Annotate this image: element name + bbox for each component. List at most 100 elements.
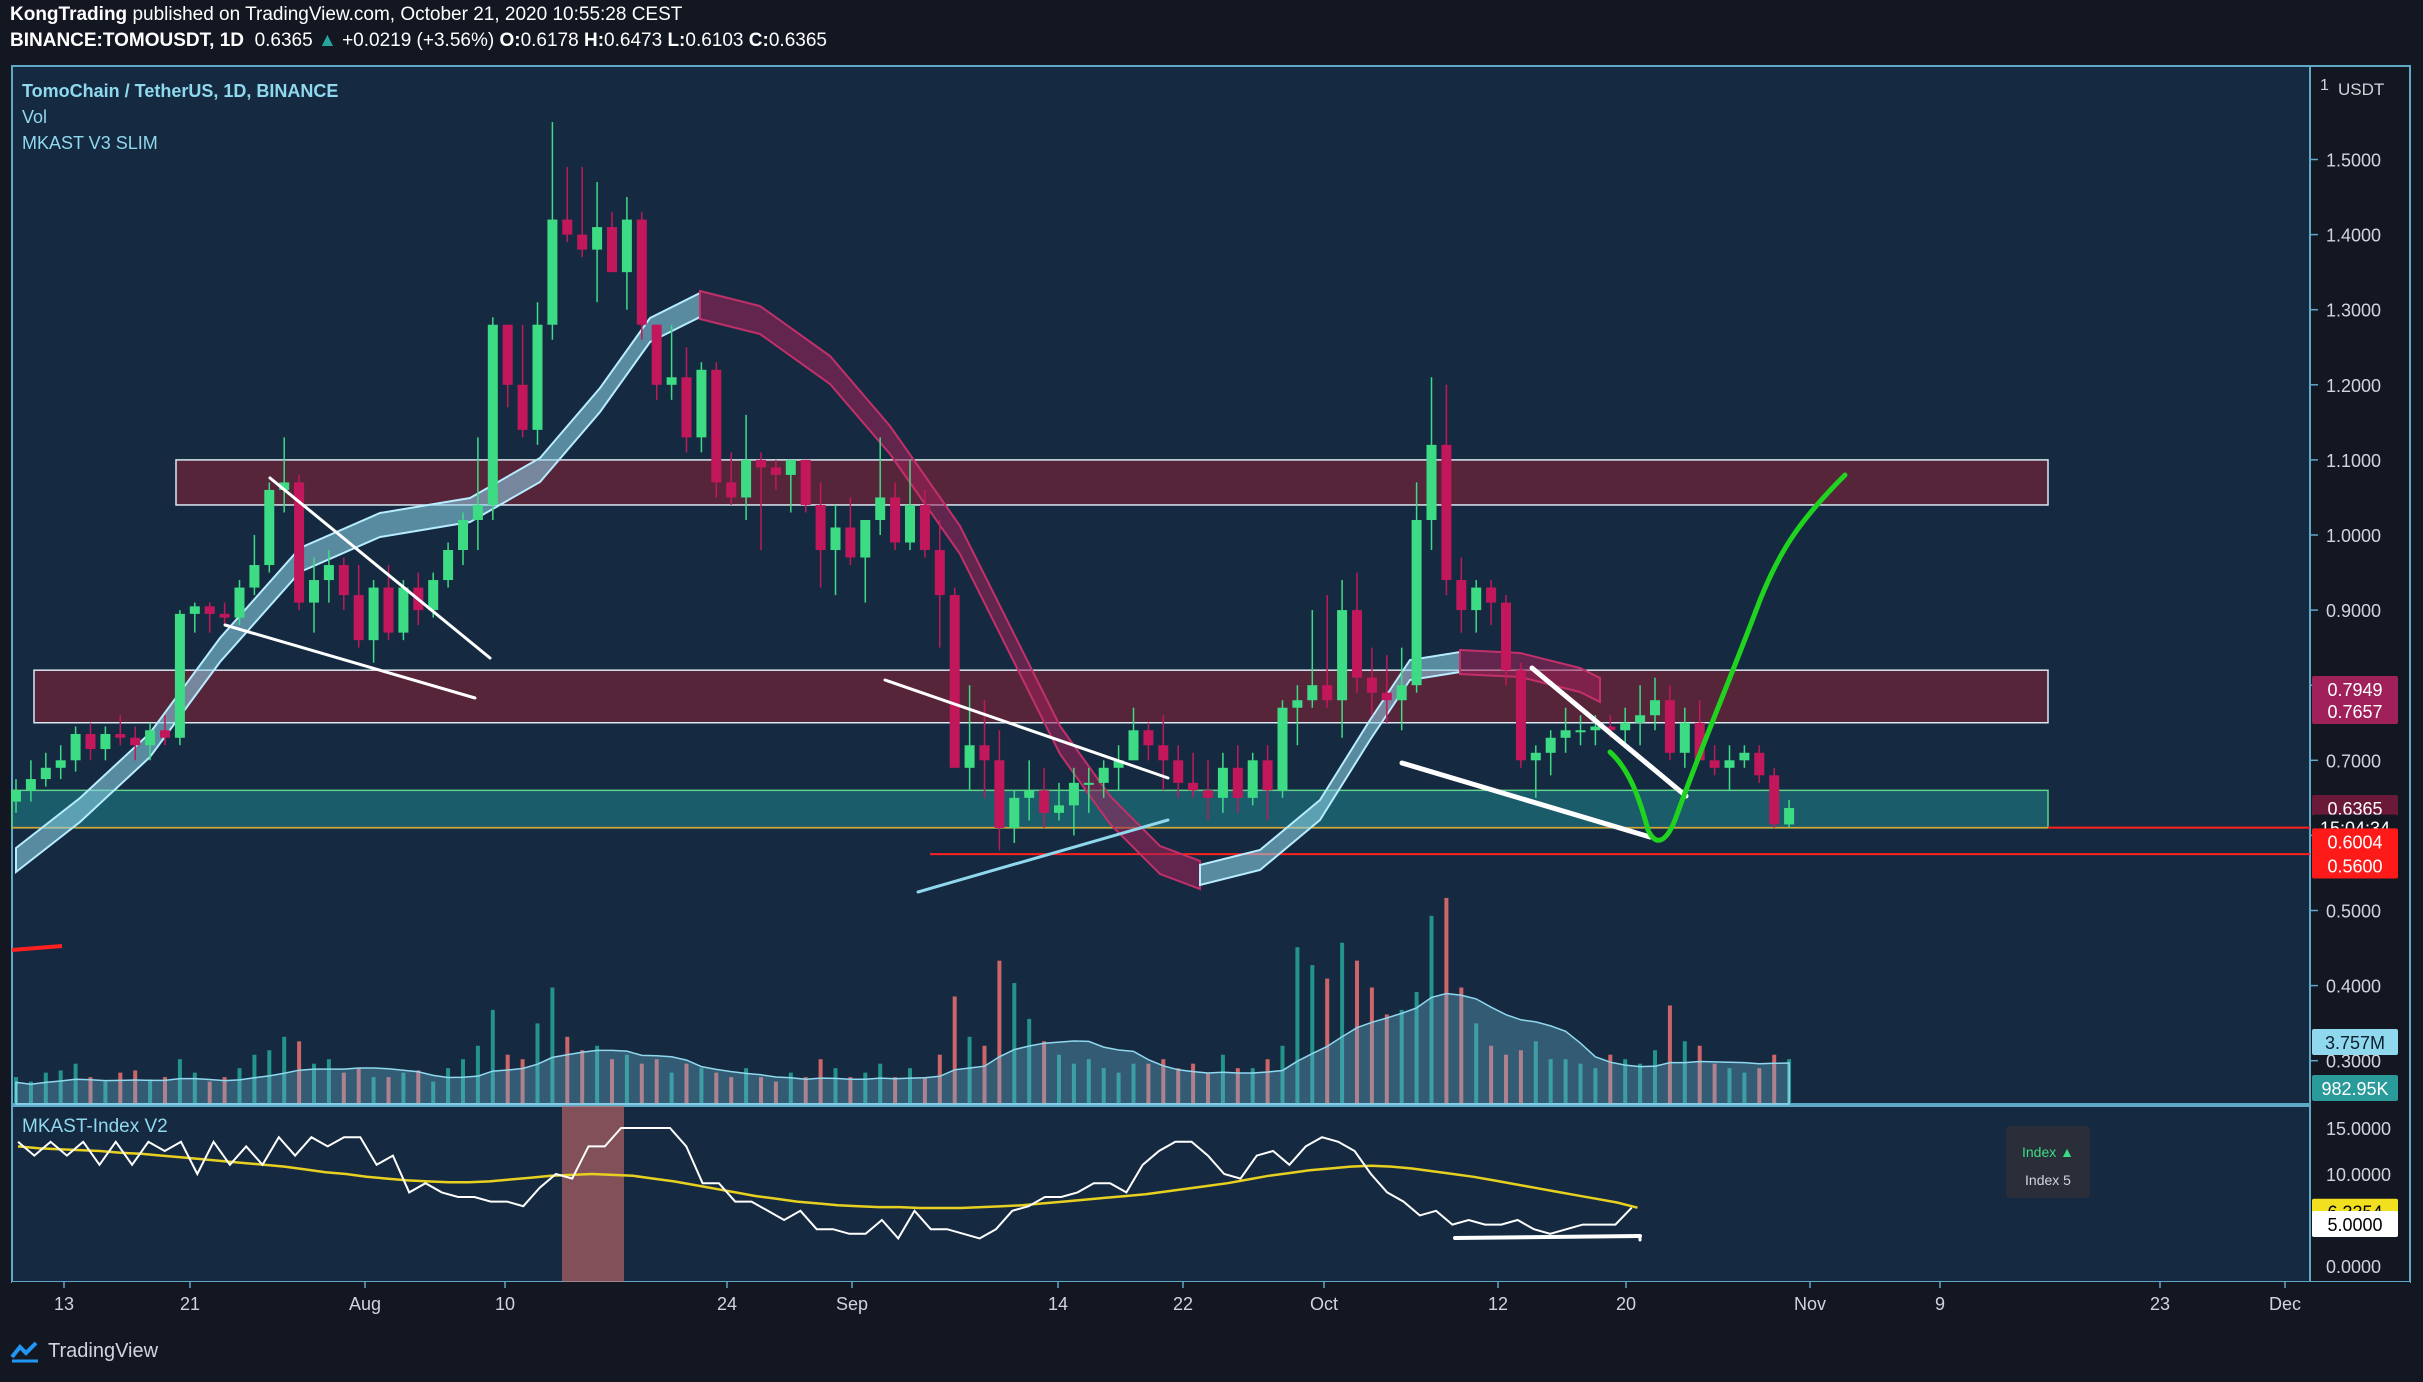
legend-indicator[interactable]: MKAST V3 SLIM xyxy=(22,133,158,153)
candle-body[interactable] xyxy=(636,219,647,325)
candle-body[interactable] xyxy=(1232,767,1243,798)
candle-body[interactable] xyxy=(1605,726,1616,731)
candle-body[interactable] xyxy=(264,489,275,566)
candle-body[interactable] xyxy=(1158,745,1169,761)
time-axis[interactable] xyxy=(12,1282,2410,1318)
candle-body[interactable] xyxy=(1262,760,1273,791)
candle-body[interactable] xyxy=(1441,444,1452,581)
label-0-7949[interactable]: 0.7949 xyxy=(2327,680,2382,700)
candle-body[interactable] xyxy=(219,613,230,618)
candle-body[interactable] xyxy=(1039,790,1050,813)
forecast-path[interactable] xyxy=(1607,472,1848,843)
candle-body[interactable] xyxy=(1769,775,1780,825)
trendline-6[interactable] xyxy=(1453,1234,1642,1240)
candle-body[interactable] xyxy=(1426,444,1437,520)
trendline-5[interactable] xyxy=(1399,760,1653,840)
candle-body[interactable] xyxy=(1456,580,1467,611)
candle-body[interactable] xyxy=(145,730,156,746)
candle-body[interactable] xyxy=(1694,722,1705,761)
candle-body[interactable] xyxy=(875,497,886,520)
candle-body[interactable] xyxy=(487,324,498,505)
candle-body[interactable] xyxy=(85,734,96,750)
candle-body[interactable] xyxy=(1277,707,1288,791)
ribbon-down-2[interactable] xyxy=(1459,648,1601,704)
candle-body[interactable] xyxy=(1173,760,1184,783)
label-0-7657[interactable]: 0.7657 xyxy=(2327,702,2382,722)
candle-body[interactable] xyxy=(919,504,930,551)
candle-body[interactable] xyxy=(160,730,170,738)
candle-body[interactable] xyxy=(1352,610,1362,678)
candle-body[interactable] xyxy=(711,369,722,483)
currency-label[interactable]: USDT xyxy=(2338,80,2384,99)
trendline-1[interactable] xyxy=(223,623,477,700)
candle-body[interactable] xyxy=(949,595,960,768)
candle-body[interactable] xyxy=(1635,715,1646,723)
candle-body[interactable] xyxy=(383,587,394,633)
candle-body[interactable] xyxy=(1471,587,1482,611)
candle-body[interactable] xyxy=(25,779,36,791)
candle-body[interactable] xyxy=(577,234,588,250)
candle-body[interactable] xyxy=(11,790,21,802)
candle-body[interactable] xyxy=(1292,700,1303,708)
candle-body[interactable] xyxy=(1664,700,1675,753)
candle-body[interactable] xyxy=(323,565,334,581)
candle-body[interactable] xyxy=(249,565,260,588)
candle-body[interactable] xyxy=(1068,782,1079,806)
candle-body[interactable] xyxy=(1411,519,1422,686)
candle-body[interactable] xyxy=(472,504,483,520)
candle-body[interactable] xyxy=(696,369,707,438)
candle-body[interactable] xyxy=(1650,700,1660,716)
candle-body[interactable] xyxy=(651,324,662,385)
candle-body[interactable] xyxy=(1143,730,1154,746)
tradingview-brand[interactable]: TradingView xyxy=(48,1340,159,1362)
candle-body[interactable] xyxy=(1530,752,1541,761)
candle-body[interactable] xyxy=(1545,737,1556,753)
candle-body[interactable] xyxy=(294,482,305,603)
candle-body[interactable] xyxy=(338,565,349,596)
candle-body[interactable] xyxy=(1501,602,1511,671)
ribbon-down-1[interactable] xyxy=(699,289,1201,891)
candle-body[interactable] xyxy=(1381,692,1392,701)
candle-body[interactable] xyxy=(70,734,81,761)
candle-body[interactable] xyxy=(1009,797,1020,828)
candle-body[interactable] xyxy=(1098,767,1109,783)
candle-body[interactable] xyxy=(1724,760,1735,768)
candle-body[interactable] xyxy=(621,219,632,273)
candle-body[interactable] xyxy=(279,482,290,490)
candle-body[interactable] xyxy=(1754,752,1765,776)
candle-body[interactable] xyxy=(1575,730,1586,733)
candle-body[interactable] xyxy=(741,459,752,498)
candle-body[interactable] xyxy=(174,613,185,738)
label-0-5600[interactable]: 0.5600 xyxy=(2327,856,2382,876)
candle-body[interactable] xyxy=(443,550,454,581)
candle-body[interactable] xyxy=(368,587,379,641)
candle-body[interactable] xyxy=(1396,685,1407,701)
candle-body[interactable] xyxy=(770,467,781,475)
trendline-3[interactable] xyxy=(916,818,1170,894)
candle-body[interactable] xyxy=(1247,760,1258,798)
candle-body[interactable] xyxy=(562,219,573,235)
candle-body[interactable] xyxy=(785,459,796,475)
candle-body[interactable] xyxy=(1784,807,1795,825)
candle-body[interactable] xyxy=(1024,790,1035,798)
candle-body[interactable] xyxy=(353,595,364,641)
candle-body[interactable] xyxy=(1366,677,1377,693)
index-badge-5[interactable]: Index 5 xyxy=(2025,1172,2071,1188)
candle-body[interactable] xyxy=(1203,790,1213,798)
candle-body[interactable] xyxy=(189,606,200,614)
candle-body[interactable] xyxy=(1486,587,1497,603)
candle-body[interactable] xyxy=(1515,670,1526,761)
label-0-6004[interactable]: 0.6004 xyxy=(2327,832,2382,852)
candle-body[interactable] xyxy=(607,227,617,273)
candle-body[interactable] xyxy=(115,734,126,738)
candle-body[interactable] xyxy=(428,580,439,611)
candle-body[interactable] xyxy=(1128,730,1139,761)
candle-body[interactable] xyxy=(502,324,513,385)
candle-body[interactable] xyxy=(1054,805,1064,813)
candle-body[interactable] xyxy=(681,377,692,438)
candle-body[interactable] xyxy=(398,587,409,633)
candle-body[interactable] xyxy=(800,459,811,505)
zone-resistance-high[interactable] xyxy=(175,459,2049,506)
index-badge-up[interactable]: Index ▲ xyxy=(2022,1144,2074,1160)
